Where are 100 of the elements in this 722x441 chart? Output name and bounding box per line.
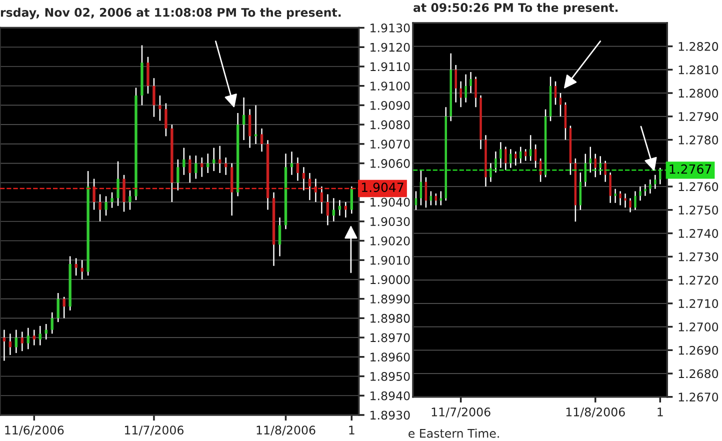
candlestick (164, 102, 168, 137)
candlestick (504, 146, 507, 171)
candlestick (182, 147, 186, 176)
candlestick (188, 154, 192, 184)
candlestick (296, 156, 300, 182)
candlestick (92, 178, 96, 210)
candlestick (350, 186, 353, 214)
candlestick (104, 196, 108, 216)
y-tick-label: 1.9070 (370, 140, 410, 149)
y-tick-label: 1.2790 (678, 112, 718, 122)
candlestick (2, 329, 6, 362)
y-tick-label: 1.9110 (370, 62, 410, 72)
candlestick (122, 174, 126, 212)
y-tick-label: 1.9130 (370, 24, 410, 32)
candlestick (654, 174, 656, 190)
candlestick (14, 329, 18, 354)
candlestick (56, 292, 60, 323)
y-tick-label: 1.8970 (370, 333, 410, 342)
y-tick-label: 1.9040 (370, 198, 410, 207)
x-tick-label: 1 (658, 408, 663, 416)
y-tick-label: 1.2700 (678, 322, 718, 332)
y-tick-label: 1.8940 (370, 391, 410, 400)
candlestick (639, 186, 642, 202)
y-tick-label: 1.9000 (370, 275, 410, 284)
y-tick-label: 1.9090 (370, 100, 410, 110)
candlestick (454, 64, 457, 104)
candlestick (609, 172, 612, 204)
y-tick-label: 1.9010 (370, 256, 410, 265)
y-tick-label: 1.2690 (678, 346, 718, 355)
y-tick-label: 1.9120 (370, 42, 410, 52)
text: e Eastern Time. (408, 428, 499, 438)
y-tick-label: 1.9030 (370, 217, 410, 226)
candlestick (50, 312, 54, 334)
candlestick (599, 156, 602, 176)
candlestick (594, 153, 596, 178)
candlestick (194, 154, 198, 180)
candlestick (326, 194, 330, 226)
candlestick (659, 167, 662, 185)
candlestick (176, 158, 180, 192)
y-tick-label: 1.8990 (370, 294, 410, 304)
y-tick-label: 1.2680 (678, 369, 718, 378)
candlestick (302, 166, 306, 192)
y-tick-label: 1.2750 (678, 206, 718, 215)
chart-title: at 09:50:26 PM To the present. (413, 2, 618, 14)
candlestick (510, 148, 512, 168)
candlestick (38, 325, 42, 346)
candlestick (629, 198, 632, 213)
candlestick (440, 190, 442, 206)
candlestick (464, 74, 467, 104)
candlestick (564, 102, 567, 140)
candlestick (116, 160, 120, 207)
candlestick (80, 259, 84, 280)
x-tick-label: 11/7/2006 (432, 408, 490, 418)
chart-title: rsday, Nov 02, 2006 at 11:08:08 PM To the present. (0, 8, 341, 20)
x-tick-label: 11/7/2006 (124, 426, 184, 436)
candlestick (98, 194, 102, 222)
y-tick-label: 1.8960 (370, 352, 410, 362)
y-tick-label: 1.2740 (678, 229, 718, 238)
x-tick-label: 11/8/2006 (256, 426, 316, 436)
candlestick (32, 329, 36, 346)
candlestick (624, 192, 626, 208)
candlestick (260, 128, 264, 152)
candlestick (634, 190, 636, 211)
candlestick (534, 144, 537, 168)
y-tick-label: 1.2760 (678, 182, 718, 192)
y-tick-label: 1.8980 (370, 314, 410, 323)
candlestick (158, 94, 162, 122)
candlestick (344, 201, 348, 218)
candlestick (474, 76, 477, 108)
y-tick-label: 1.9100 (370, 82, 410, 91)
candlestick (604, 160, 606, 182)
candlestick (110, 192, 114, 208)
y-tick-label: 1.2720 (678, 276, 718, 285)
candlestick (514, 150, 517, 166)
candlestick (152, 77, 156, 118)
candlestick (649, 178, 652, 194)
candlestick (146, 56, 150, 94)
y-tick-label: 1.2820 (678, 42, 718, 51)
y-tick-label: 1.2730 (678, 252, 718, 262)
candlestick (470, 71, 472, 94)
y-tick-label: 1.2780 (678, 136, 718, 144)
candlestick (128, 190, 132, 210)
candlestick (338, 199, 342, 216)
x-tick-label: 11/8/2006 (566, 408, 625, 418)
candlestick (20, 331, 24, 352)
candlestick (644, 184, 646, 197)
candlestick (242, 96, 246, 141)
x-tick-label: 11/6/2006 (5, 426, 64, 436)
candlestick (490, 162, 492, 182)
y-tick-label: 1.8950 (370, 372, 410, 381)
ref-line-label: 1.9047 (362, 182, 404, 192)
candlestick (614, 188, 616, 204)
y-tick-label: 1.8930 (370, 410, 410, 420)
ref-line-label: 1.2767 (670, 164, 712, 174)
candlestick (460, 80, 462, 108)
candlestick (278, 216, 282, 257)
candlestick (26, 327, 30, 350)
candlestick (500, 142, 502, 168)
y-tick-label: 1.2810 (678, 65, 718, 74)
candlestick (494, 150, 497, 174)
